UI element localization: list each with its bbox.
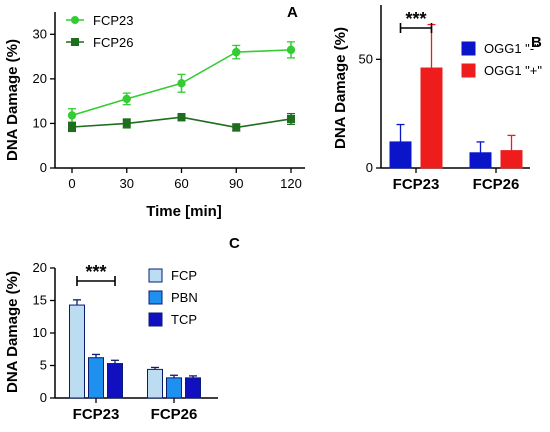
panel-c-legend-swatch <box>148 312 163 327</box>
panel-a-data-point <box>67 111 77 120</box>
panel-b-bar <box>389 141 412 169</box>
panel-c-bar <box>107 363 123 399</box>
panel-c-bar <box>147 368 163 399</box>
panel-b-y-tick-label: 50 <box>359 51 373 66</box>
panel-a-x-axis-label: Time [min] <box>146 203 222 220</box>
panel-a-data-point <box>177 79 186 88</box>
panel-b-bar <box>420 67 443 169</box>
panel-c-bar <box>69 304 85 399</box>
panel-b-bar <box>469 152 492 169</box>
panel-a-y-tick-label: 10 <box>33 115 47 130</box>
panel-c-bar-chart: C DNA Damage (%) 0 5 10 15 20 FCP23 FCP26 *** FC… <box>4 235 240 423</box>
panel-a-data-point <box>286 45 296 55</box>
panel-c-legend-swatch <box>148 290 163 305</box>
panel-c-y-tick-label: 20 <box>33 260 47 275</box>
panel-c-bar <box>88 357 104 399</box>
panel-b-bar <box>500 150 523 169</box>
panel-a-y-tick-label: 20 <box>33 71 47 86</box>
panel-a-y-tick-label: 0 <box>40 160 47 175</box>
panel-a-x-tick-label: 90 <box>229 176 243 191</box>
panel-b-legend-swatch <box>461 63 476 78</box>
panel-c-y-tick-label: 15 <box>33 293 47 308</box>
panel-b-letter: B <box>531 34 542 51</box>
panel-a-x-tick-label: 0 <box>68 176 75 191</box>
panel-a-x-tick-label: 30 <box>120 176 134 191</box>
panel-c-legend-label: PBN <box>171 290 198 305</box>
panel-b-category-label: FCP26 <box>473 176 520 193</box>
panel-a-x-tick-label: 120 <box>280 176 302 191</box>
panel-b-bar-chart: B DNA Damage (%) 0 50 FCP23 FCP26 *** OGG1 "-… <box>332 5 542 193</box>
panel-c-bar <box>166 377 182 399</box>
panel-b-legend-swatch <box>461 41 476 56</box>
panel-a-data-point <box>232 123 241 132</box>
panel-b-legend-label: OGG1 "-" <box>484 41 539 56</box>
panel-a-y-tick-label: 30 <box>33 26 47 41</box>
panel-a-x-tick-label: 60 <box>174 176 188 191</box>
panel-a-data-point <box>177 113 186 122</box>
panel-a-legend-label: FCP23 <box>93 13 133 28</box>
panel-c-category-label: FCP23 <box>73 406 120 423</box>
panel-a-line-chart: A DNA Damage (%) Time [min] 0 10 20 30 0 30 60… <box>4 4 305 220</box>
panel-a-data-point <box>122 119 131 128</box>
panel-c-y-tick-label: 5 <box>40 358 47 373</box>
panel-a-data-point <box>287 114 295 123</box>
panel-b-category-label: FCP23 <box>393 176 440 193</box>
panel-b-significance-stars: *** <box>405 9 426 29</box>
panel-c-category-label: FCP26 <box>151 406 198 423</box>
panel-a-legend-marker <box>71 38 79 46</box>
panel-a-legend-label: FCP26 <box>93 35 133 50</box>
panel-a-data-point <box>122 94 131 104</box>
panel-b-y-tick-label: 0 <box>366 160 373 175</box>
panel-c-legend-label: TCP <box>171 312 197 327</box>
panel-c-bar <box>185 377 201 399</box>
panel-b-y-axis-label: DNA Damage (%) <box>332 27 349 149</box>
panel-c-legend-swatch <box>148 268 163 283</box>
panel-c-y-tick-label: 10 <box>33 325 47 340</box>
panel-c-legend-label: FCP <box>171 268 197 283</box>
panel-a-letter: A <box>287 4 298 21</box>
panel-c-significance-stars: *** <box>85 262 106 282</box>
panel-c-y-axis-label: DNA Damage (%) <box>4 271 21 393</box>
panel-a-data-point <box>232 47 241 57</box>
panel-b-legend-label: OGG1 "+" <box>484 63 542 78</box>
panel-a-y-axis-label: DNA Damage (%) <box>4 39 21 161</box>
panel-c-y-tick-label: 0 <box>40 390 47 405</box>
panel-c-letter: C <box>229 235 240 252</box>
panel-a-data-point <box>68 122 76 131</box>
panel-a-legend-marker <box>71 16 79 24</box>
